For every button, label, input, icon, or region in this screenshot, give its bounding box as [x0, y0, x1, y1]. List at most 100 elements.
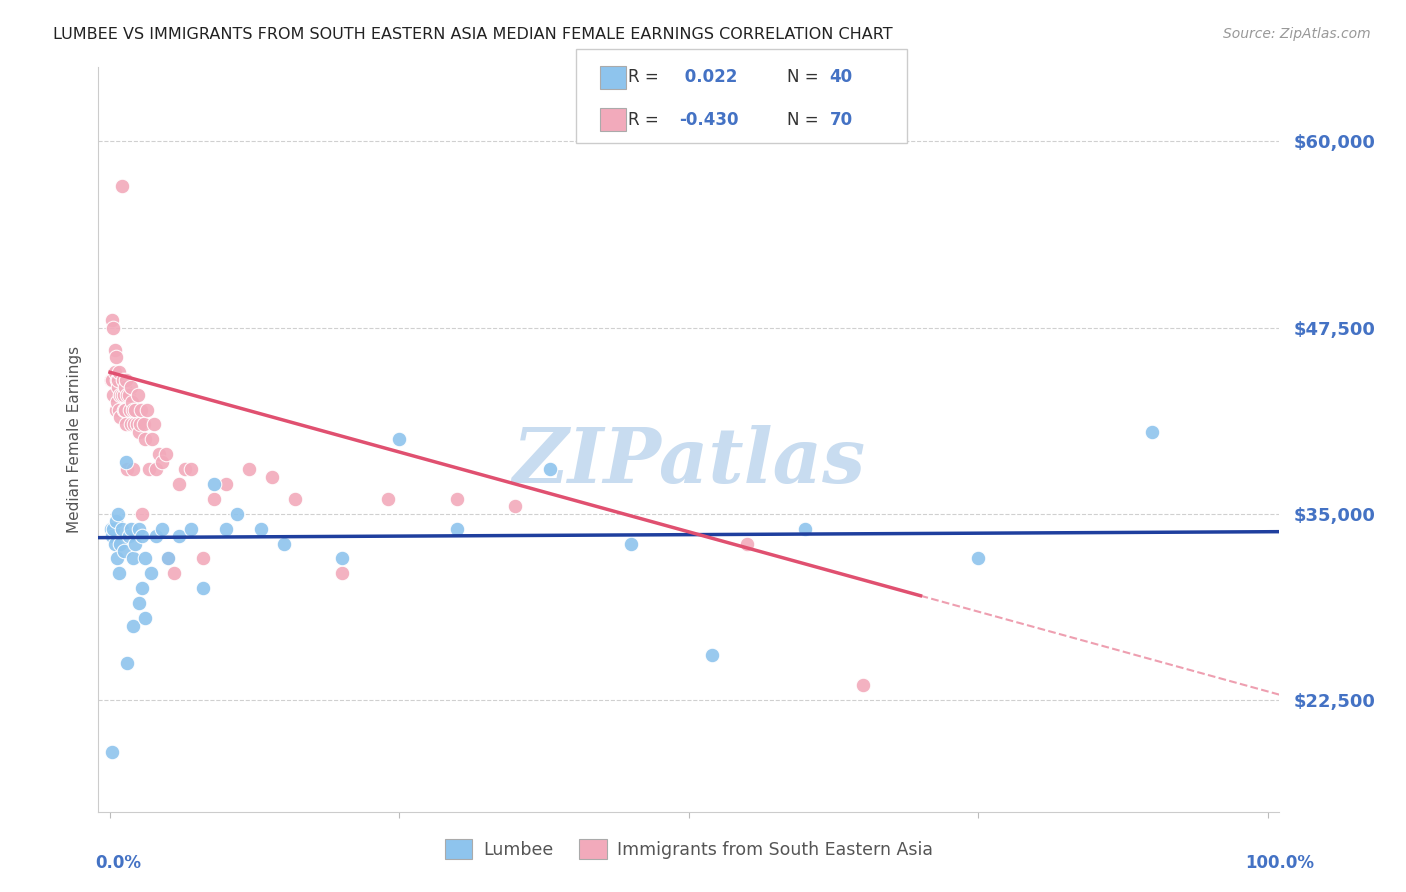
Point — [143, 417, 166, 432]
Point — [101, 745, 124, 759]
Point — [128, 596, 150, 610]
Point — [145, 529, 167, 543]
Point — [163, 566, 186, 581]
Point — [202, 477, 225, 491]
Point — [249, 522, 271, 536]
Point — [169, 477, 191, 491]
Point — [446, 522, 468, 536]
Point — [156, 551, 179, 566]
Text: -0.430: -0.430 — [679, 111, 738, 128]
Point — [110, 409, 132, 424]
Point — [105, 373, 128, 387]
Point — [169, 529, 191, 543]
Point — [136, 402, 159, 417]
Point — [1140, 425, 1163, 439]
Text: Source: ZipAtlas.com: Source: ZipAtlas.com — [1223, 27, 1371, 41]
Point — [131, 582, 153, 596]
Point — [118, 402, 141, 417]
Point — [114, 380, 136, 394]
Point — [132, 417, 155, 432]
Point — [273, 536, 295, 550]
Point — [108, 566, 131, 581]
Text: LUMBEE VS IMMIGRANTS FROM SOUTH EASTERN ASIA MEDIAN FEMALE EARNINGS CORRELATION : LUMBEE VS IMMIGRANTS FROM SOUTH EASTERN … — [53, 27, 893, 42]
Point — [125, 417, 148, 432]
Point — [121, 395, 143, 409]
Point — [110, 536, 132, 550]
Point — [108, 365, 131, 379]
Point — [215, 477, 238, 491]
Point — [115, 373, 138, 387]
Point — [103, 522, 125, 536]
Point — [138, 462, 160, 476]
Point — [155, 447, 177, 461]
Point — [134, 611, 156, 625]
Legend: Lumbee, Immigrants from South Eastern Asia: Lumbee, Immigrants from South Eastern As… — [437, 832, 941, 866]
Point — [538, 462, 561, 476]
Point — [150, 455, 173, 469]
Point — [503, 500, 526, 514]
Point — [120, 522, 142, 536]
Text: 0.0%: 0.0% — [96, 855, 142, 872]
Text: R =: R = — [628, 69, 659, 87]
Point — [128, 425, 150, 439]
Point — [700, 648, 723, 663]
Point — [112, 402, 135, 417]
Point — [115, 417, 138, 432]
Point — [446, 491, 468, 506]
Point — [100, 522, 122, 536]
Point — [174, 462, 197, 476]
Point — [131, 529, 153, 543]
Point — [128, 522, 150, 536]
Point — [104, 402, 127, 417]
Point — [122, 462, 145, 476]
Point — [110, 179, 132, 194]
Point — [284, 491, 307, 506]
Point — [117, 462, 139, 476]
Point — [330, 551, 353, 566]
Point — [150, 522, 173, 536]
Point — [117, 387, 139, 401]
Text: ZIPatlas: ZIPatlas — [512, 425, 866, 499]
Text: 0.022: 0.022 — [679, 69, 738, 87]
Point — [120, 417, 142, 432]
Point — [111, 373, 134, 387]
Point — [180, 462, 202, 476]
Point — [117, 656, 139, 670]
Point — [120, 380, 142, 394]
Point — [141, 432, 163, 446]
Point — [139, 566, 162, 581]
Point — [101, 529, 124, 543]
Point — [388, 432, 411, 446]
Point — [215, 522, 238, 536]
Point — [793, 522, 815, 536]
Point — [238, 462, 260, 476]
Point — [191, 551, 214, 566]
Point — [262, 469, 284, 483]
Point — [127, 387, 149, 401]
Point — [105, 395, 128, 409]
Point — [967, 551, 990, 566]
Point — [107, 373, 129, 387]
Point — [180, 522, 202, 536]
Point — [114, 402, 136, 417]
Y-axis label: Median Female Earnings: Median Female Earnings — [67, 346, 83, 533]
Point — [117, 387, 139, 401]
Point — [122, 402, 145, 417]
Point — [129, 417, 152, 432]
Point — [129, 402, 152, 417]
Point — [112, 387, 135, 401]
Point — [735, 536, 758, 550]
Point — [122, 551, 145, 566]
Point — [124, 536, 146, 550]
Point — [115, 455, 138, 469]
Point — [131, 507, 153, 521]
Point — [100, 373, 122, 387]
Point — [101, 313, 124, 327]
Point — [226, 507, 249, 521]
Point — [202, 491, 225, 506]
Point — [112, 544, 135, 558]
Text: 70: 70 — [830, 111, 852, 128]
Text: 100.0%: 100.0% — [1246, 855, 1315, 872]
Point — [101, 373, 124, 387]
Text: 40: 40 — [830, 69, 852, 87]
